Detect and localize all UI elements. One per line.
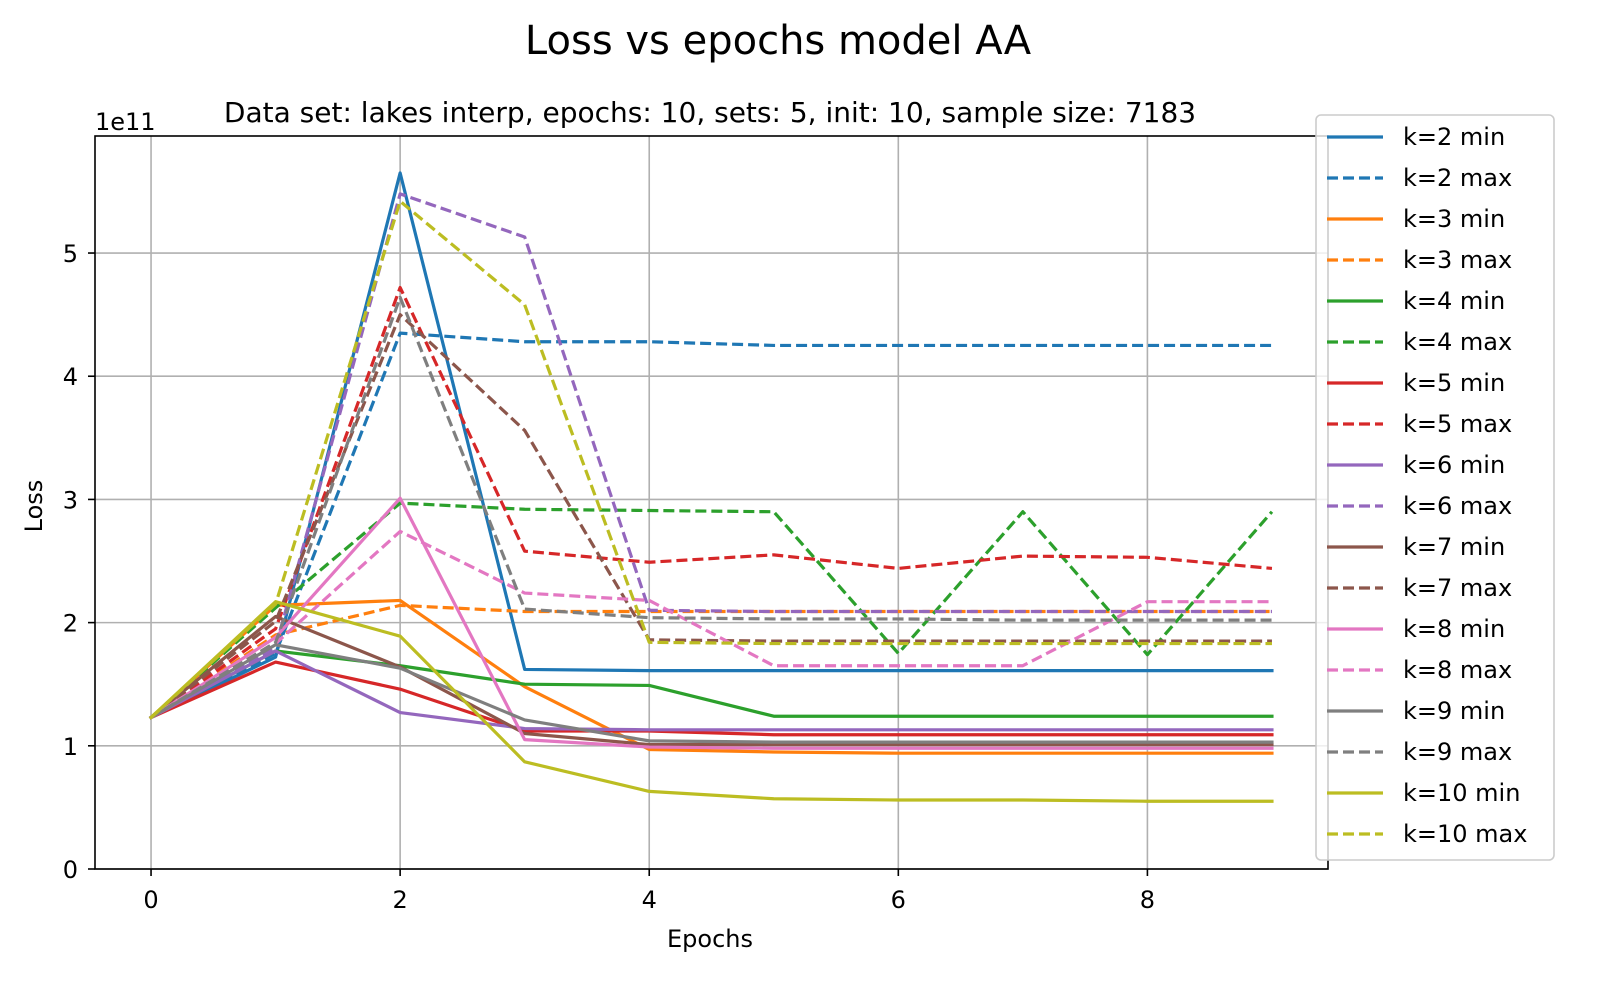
legend-label-7: k=5 min — [1403, 369, 1505, 397]
legend-label-13: k=8 min — [1403, 615, 1505, 643]
y-tick-label: 3 — [63, 486, 78, 514]
series-line-11 — [148, 614, 1274, 747]
legend-label-6: k=4 max — [1403, 328, 1512, 356]
y-tick-label: 0 — [63, 856, 78, 884]
x-tick-label: 6 — [891, 886, 906, 914]
x-tick-label: 2 — [392, 886, 407, 914]
series-line-15 — [148, 643, 1274, 744]
y-tick-label: 4 — [63, 363, 78, 391]
series-line-2 — [150, 331, 1272, 719]
legend-label-5: k=4 min — [1403, 287, 1505, 315]
plot-series — [148, 171, 1274, 803]
legend-label-14: k=8 max — [1403, 656, 1512, 684]
x-tick-label: 8 — [1140, 886, 1155, 914]
x-tick-label: 4 — [642, 886, 657, 914]
series-line-10 — [150, 192, 1272, 719]
series-line-14 — [150, 529, 1272, 719]
series-line-17 — [148, 600, 1274, 803]
y-axis-offset-label: 1e11 — [95, 108, 156, 136]
series-line-18 — [149, 199, 1272, 719]
series-line-1 — [148, 171, 1274, 720]
y-tick-label: 5 — [63, 240, 78, 268]
series-line-3 — [148, 598, 1274, 755]
legend-label-1: k=2 min — [1403, 123, 1505, 151]
series-line-13 — [148, 496, 1274, 750]
legend-label-9: k=6 min — [1403, 451, 1505, 479]
series-line-9 — [148, 649, 1274, 732]
legend-label-17: k=10 min — [1403, 779, 1520, 807]
y-tick-label: 1 — [63, 733, 78, 761]
legend-label-3: k=3 min — [1403, 205, 1505, 233]
x-tick-label: 0 — [143, 886, 158, 914]
series-line-8 — [150, 285, 1273, 719]
chart-subtitle: Data set: lakes interp, epochs: 10, sets… — [224, 96, 1196, 129]
series-line-7 — [148, 660, 1274, 737]
legend-label-2: k=2 max — [1403, 164, 1512, 192]
legend: k=2 min k=2 max k=3 min k=3 max k=4 min k=4 m… — [1315, 114, 1555, 861]
y-axis-label: Loss — [20, 480, 48, 533]
x-axis-label: Epochs — [667, 925, 753, 953]
series-line-5 — [148, 649, 1274, 720]
y-tick-label: 2 — [63, 610, 78, 638]
series-line-16 — [150, 295, 1272, 719]
legend-label-12: k=7 max — [1403, 574, 1512, 602]
legend-label-4: k=3 max — [1403, 246, 1512, 274]
chart-title: Loss vs epochs model AA — [525, 18, 1032, 64]
legend-label-8: k=5 max — [1403, 410, 1512, 438]
legend-label-10: k=6 max — [1403, 492, 1512, 520]
legend-label-15: k=9 min — [1403, 697, 1505, 725]
legend-label-11: k=7 min — [1403, 533, 1505, 561]
legend-label-16: k=9 max — [1403, 738, 1512, 766]
legend-label-18: k=10 max — [1403, 820, 1527, 848]
series-line-6 — [149, 501, 1274, 719]
